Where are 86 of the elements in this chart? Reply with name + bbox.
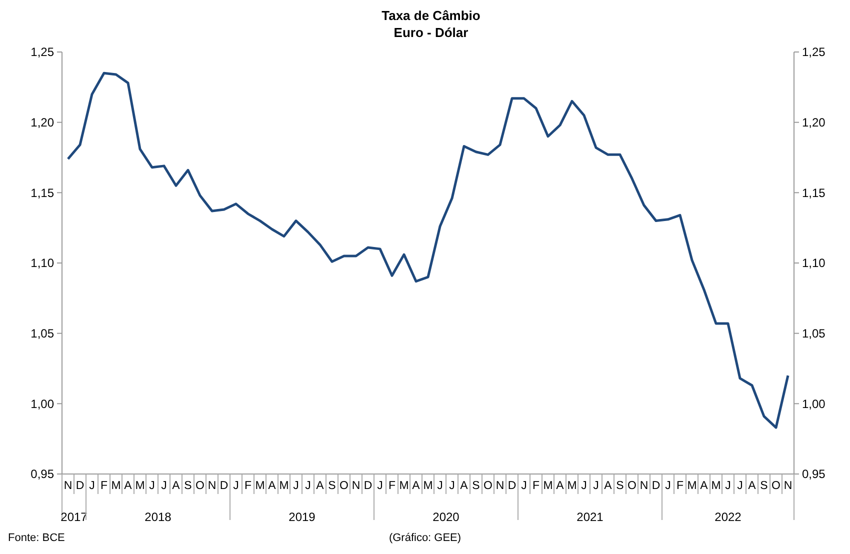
x-tick-label: M [135,480,145,492]
x-tick-label: O [484,480,493,492]
x-tick-label: J [449,480,455,492]
x-tick-label: M [711,480,721,492]
x-tick-label: A [124,480,132,492]
x-tick-label: M [255,480,265,492]
x-tick-label: S [760,480,768,492]
x-tick-label: A [412,480,420,492]
x-tick-label: M [543,480,553,492]
x-tick-label: F [244,480,252,492]
y-tick-label: 1,00 [30,396,54,411]
x-tick-label: M [111,480,121,492]
x-tick-label: D [508,480,516,492]
x-tick-label: J [377,480,383,492]
y2-tick-label: 1,25 [802,45,826,60]
text: 2021 [576,510,604,524]
x-tick-label: F [532,480,540,492]
y2-tick-label: 1,05 [802,326,826,341]
x-tick-label: D [220,480,228,492]
x-tick-label: J [737,480,743,492]
x-tick-label: A [172,480,180,492]
x-tick-label: D [76,480,84,492]
x-tick-label: J [89,480,95,492]
x-tick-label: O [196,480,205,492]
x-tick-label: N [640,480,648,492]
text: (Gráfico: GEE) [388,532,462,544]
y2-tick-label: 1,10 [802,256,826,270]
text: 2019 [288,510,316,524]
x-tick-label: J [305,480,311,492]
x-tick-label: N [208,480,216,492]
x-tick-label: M [399,480,409,492]
x-tick-label: M [567,480,577,492]
x-tick-label: A [316,480,324,492]
text: 2020 [432,510,460,524]
line-series [66,72,790,429]
y-tick-label: 0,95 [30,467,54,482]
x-tick-label: J [161,480,167,492]
x-tick-label: A [460,480,468,492]
x-tick-label: D [652,480,660,492]
x-tick-label: S [328,480,336,492]
chart-title: Taxa de Câmbio [382,8,480,23]
x-tick-label: S [184,480,192,492]
x-tick-label: A [268,480,276,492]
x-tick-label: N [784,480,792,492]
x-tick-label: O [628,480,637,492]
x-tick-label: J [665,480,671,492]
x-tick-label: A [604,480,612,492]
x-tick-label: J [149,480,155,492]
x-tick-label: J [437,480,443,492]
x-tick-label: J [293,480,299,492]
x-tick-label: A [748,480,756,492]
text: 2022 [714,510,742,524]
x-tick-label: S [616,480,624,492]
x-tick-label: A [556,480,564,492]
x-tick-label: F [676,480,684,492]
x-tick-label: M [687,480,697,492]
x-tick-label: J [233,480,239,492]
y-tick-label: 1,05 [30,326,54,341]
x-tick-label: N [352,480,360,492]
x-tick-label: J [725,480,731,492]
x-tick-label: J [581,480,587,492]
y-tick-label: 1,10 [30,256,54,270]
x-tick-label: S [472,480,480,492]
x-tick-label: O [340,480,349,492]
y2-tick-label: 1,15 [802,186,826,200]
x-tick-label: D [364,480,372,492]
source-note: Fonte: BCE [8,532,65,544]
x-tick-label: F [388,480,396,492]
x-tick-label: J [521,480,527,492]
y2-tick-label: 1,20 [802,116,826,130]
x-tick-label: A [700,480,708,492]
y-tick-label: 1,15 [30,186,54,200]
y-tick-label: 1,25 [30,45,54,60]
x-tick-label: O [772,480,781,492]
x-tick-label: J [593,480,599,492]
x-tick-label: M [423,480,433,492]
x-tick-label: N [496,480,504,492]
text: 2018 [144,510,172,524]
chart-subtitle: Euro - Dólar [394,25,468,40]
y2-tick-label: 1,00 [802,396,826,411]
x-tick-label: N [64,480,72,492]
y2-tick-label: 0,95 [802,467,826,482]
text: 2017 [60,510,88,524]
x-tick-label: F [100,480,108,492]
x-tick-label: M [279,480,289,492]
y-tick-label: 1,20 [30,116,54,130]
